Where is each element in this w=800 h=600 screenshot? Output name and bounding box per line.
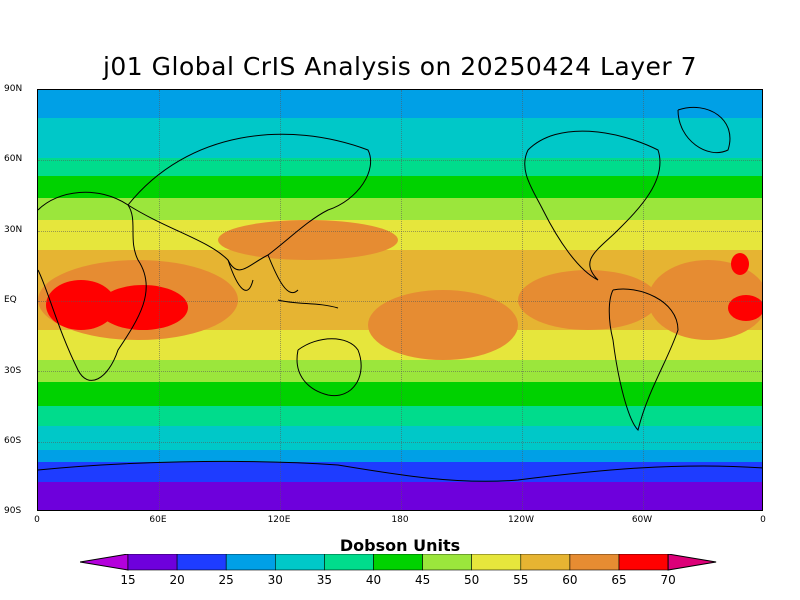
lon-tick-180: 180 — [391, 515, 409, 525]
colorbar-label: 65 — [611, 573, 627, 587]
gridline-60n — [38, 160, 762, 161]
coastlines — [38, 106, 762, 482]
colorbar-label: 15 — [120, 573, 136, 587]
band-south-cyan — [38, 426, 762, 450]
colorbar-swatch — [618, 554, 669, 571]
lat-tick-90n: 90N — [4, 84, 23, 94]
band-south-teal — [38, 406, 762, 426]
colorbar-swatch — [176, 554, 227, 571]
colorbar-cap-low — [80, 554, 129, 571]
colorbar-swatch — [225, 554, 276, 571]
lon-tick-0-left: 0 — [34, 515, 40, 525]
colorbar-swatch — [569, 554, 620, 571]
gridline-60e — [159, 90, 160, 510]
blob-red-africa-east — [98, 285, 188, 330]
lat-tick-90s: 90S — [4, 506, 22, 516]
gridline-120e — [280, 90, 281, 510]
colorbar-label: 40 — [365, 573, 382, 587]
band-north-polar — [38, 90, 762, 118]
gridline-120w — [522, 90, 523, 510]
blob-orange-east-pacific — [518, 270, 658, 330]
band-north-yellow — [38, 220, 762, 250]
colorbar-swatch — [471, 554, 522, 571]
lon-tick-60w: 60W — [631, 515, 653, 525]
lon-tick-120e: 120E — [267, 515, 291, 525]
colorbar-title: Dobson Units — [339, 536, 461, 555]
colorbar — [80, 554, 717, 571]
colorbar-swatch — [324, 554, 374, 571]
lat-tick-30s: 30S — [4, 366, 22, 376]
gridline-30s — [38, 371, 762, 372]
colorbar-label: 55 — [513, 573, 529, 587]
band-north-cyan — [38, 118, 762, 158]
band-north-green — [38, 176, 762, 198]
colorbar-label: 70 — [660, 573, 676, 587]
colorbar-swatch — [520, 554, 571, 571]
gridline-60s — [38, 442, 762, 443]
band-north-teal — [38, 158, 762, 176]
colorbar-cap-high — [667, 554, 717, 571]
lat-tick-eq: EQ — [4, 295, 17, 305]
band-north-lime — [38, 198, 762, 220]
lat-tick-60s: 60S — [4, 436, 22, 446]
gridline-60w — [643, 90, 644, 510]
band-south-blue — [38, 462, 762, 482]
colorbar-label: 60 — [562, 573, 578, 587]
colorbar-label: 50 — [464, 573, 480, 587]
band-south-lightblue — [38, 450, 762, 462]
blob-red-atlantic-north — [731, 253, 749, 275]
blob-red-atlantic-east — [728, 295, 762, 321]
colorbar-label: 45 — [414, 573, 431, 587]
gridline-30n — [38, 231, 762, 232]
colorbar-swatch — [275, 554, 325, 571]
lon-tick-120w: 120W — [507, 515, 535, 525]
ozone-map — [37, 89, 763, 511]
lon-tick-0-right: 0 — [760, 515, 766, 525]
colorbar-label: 30 — [267, 573, 283, 587]
colorbar-swatch — [127, 554, 178, 571]
lon-tick-60e: 60E — [149, 515, 167, 525]
colorbar-label: 25 — [218, 573, 234, 587]
map-title: j01 Global CrIS Analysis on 20250424 Lay… — [102, 52, 698, 81]
lat-tick-60n: 60N — [4, 154, 23, 164]
lat-tick-30n: 30N — [4, 225, 23, 235]
colorbar-label: 20 — [169, 573, 185, 587]
gridline-eq — [38, 301, 762, 302]
colorbar-label: 35 — [316, 573, 333, 587]
colorbar-swatch — [373, 554, 423, 571]
gridline-180 — [401, 90, 402, 510]
band-south-polar — [38, 482, 762, 510]
band-south-green — [38, 382, 762, 406]
colorbar-swatch — [422, 554, 473, 571]
blob-orange-asia — [218, 220, 398, 260]
